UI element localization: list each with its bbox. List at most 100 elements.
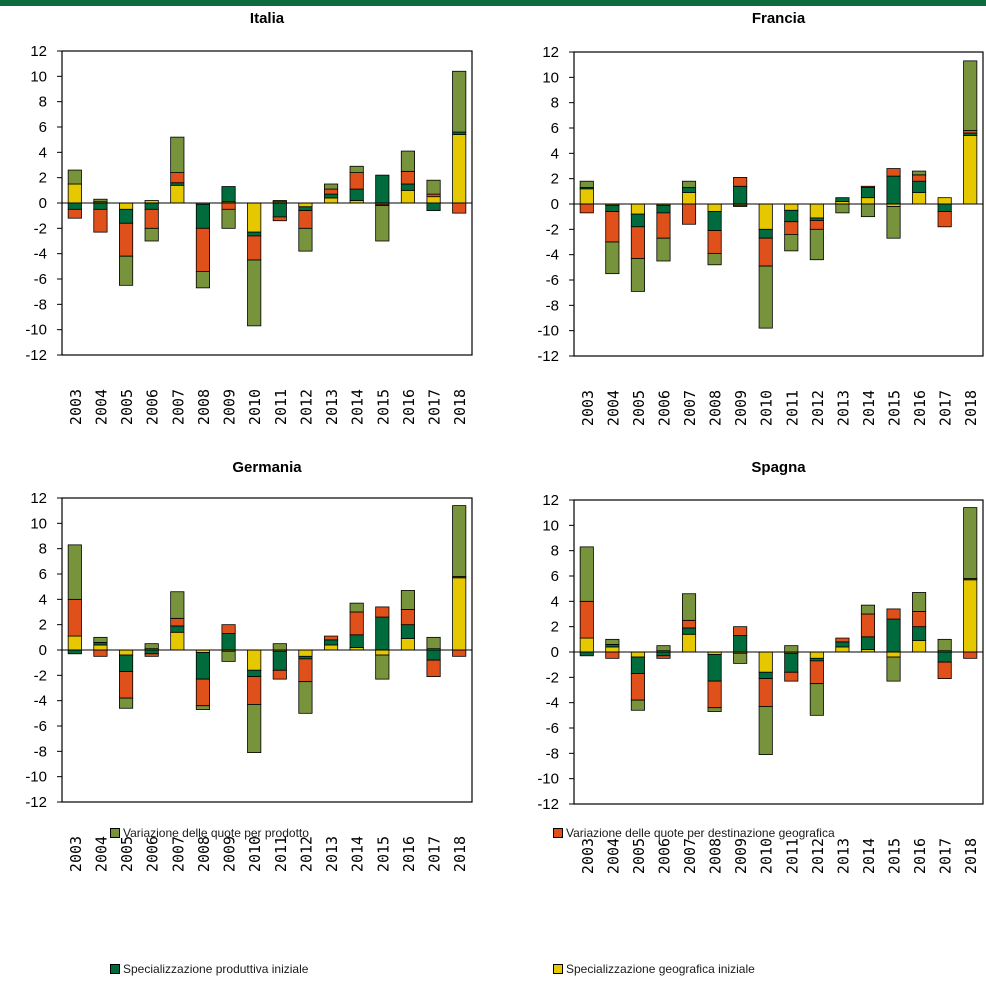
- y-tick-label: -12: [537, 348, 559, 365]
- bar-segment-prodotto: [221, 650, 236, 662]
- bar-segment-produttiva: [656, 651, 671, 657]
- bar-segment-destinazione: [579, 600, 594, 639]
- x-tick-label: 2010: [246, 389, 264, 425]
- bar-segment-produttiva: [681, 627, 697, 635]
- bar-segment-produttiva: [119, 208, 134, 224]
- bar-segment-prodotto: [707, 252, 722, 266]
- bar-segment-prodotto: [93, 636, 108, 643]
- bar-segment-destinazione: [784, 671, 799, 682]
- bar-segment-prodotto: [758, 265, 773, 329]
- x-tick-label: 2012: [809, 390, 827, 426]
- chart-panel-spagna: Spagna 12 10 8 6 4 2 0 -2 -4 -6 -8 -10 -12 2003 2004 200…: [537, 459, 984, 874]
- bar-segment-prodotto: [298, 227, 313, 252]
- bar-segment-geografica: [67, 635, 82, 651]
- bar-segment-produttiva: [221, 186, 236, 203]
- x-tick-label: 2004: [604, 838, 622, 874]
- x-tick-label: 2018: [451, 389, 469, 425]
- bar-segment-prodotto: [195, 705, 210, 710]
- bar-segment-destinazione: [452, 649, 467, 657]
- bar-segment-prodotto: [733, 652, 748, 664]
- y-tick-label: -8: [546, 297, 559, 314]
- x-tick-label: 2005: [118, 836, 136, 872]
- bar-segment-produttiva: [400, 624, 415, 640]
- bar-segment-destinazione: [67, 598, 82, 637]
- bar-segment-destinazione: [170, 617, 185, 627]
- bar-segment-destinazione: [656, 655, 671, 659]
- bar-segment-produttiva: [93, 202, 108, 210]
- y-tick-label: 10: [30, 68, 47, 85]
- bar-segment-produttiva: [400, 183, 415, 191]
- legend-label-destinazione: Variazione delle quote per destinazione …: [566, 826, 835, 840]
- x-tick-label: 2009: [221, 836, 239, 872]
- x-tick-label: 2014: [349, 836, 367, 872]
- bar-segment-prodotto: [272, 643, 287, 651]
- bar-segment-destinazione: [733, 626, 748, 636]
- bar-segment-destinazione: [912, 611, 927, 628]
- y-tick-label: 0: [39, 195, 47, 212]
- y-tick-label: -2: [546, 221, 559, 238]
- bar-segment-geografica: [605, 646, 620, 653]
- x-tick-label: 2012: [297, 836, 315, 872]
- bar-segment-geografica: [758, 203, 773, 230]
- bar-segment-destinazione: [67, 208, 82, 219]
- y-tick-label: 0: [551, 644, 559, 661]
- bar-segment-geografica: [681, 633, 697, 653]
- bar-segment-prodotto: [656, 237, 671, 262]
- bar-segment-geografica: [937, 197, 952, 205]
- bar-segment-produttiva: [937, 203, 952, 212]
- x-tick-label: 2003: [579, 838, 597, 874]
- legend-item-prodotto: Variazione delle quote per prodotto: [110, 826, 309, 840]
- bar-segment-geografica: [963, 579, 978, 653]
- y-tick-label: 2: [39, 617, 47, 634]
- bar-segment-prodotto: [400, 150, 415, 172]
- y-tick-label: 10: [542, 69, 559, 86]
- bar-segment-prodotto: [579, 180, 594, 188]
- bar-segment-geografica: [860, 197, 876, 205]
- bar-segment-geografica: [835, 646, 850, 653]
- bar-segment-prodotto: [630, 258, 645, 292]
- bar-segment-prodotto: [247, 704, 262, 754]
- x-tick-label: 2018: [451, 836, 469, 872]
- bar-segment-prodotto: [67, 544, 82, 600]
- bar-segment-destinazione: [860, 185, 876, 188]
- bar-segment-produttiva: [912, 626, 927, 642]
- bar-segment-geografica: [579, 637, 594, 653]
- x-tick-label: 2017: [426, 836, 444, 872]
- bar-segment-geografica: [426, 196, 441, 204]
- x-tick-label: 2014: [860, 390, 878, 426]
- bar-segment-produttiva: [912, 180, 927, 193]
- bar-segment-geografica: [912, 192, 927, 205]
- y-tick-label: -2: [34, 220, 47, 237]
- bar-segment-produttiva: [886, 175, 901, 205]
- y-tick-label: 12: [30, 490, 47, 507]
- bar-segment-destinazione: [349, 172, 364, 190]
- bar-segment-prodotto: [349, 165, 364, 173]
- x-tick-label: 2011: [272, 389, 290, 425]
- x-tick-label: 2010: [246, 836, 264, 872]
- bar-segment-geografica: [247, 202, 262, 233]
- x-tick-label: 2009: [732, 838, 750, 874]
- bar-segment-destinazione: [809, 660, 824, 685]
- legend-swatch-destinazione: [553, 828, 563, 838]
- legend-swatch-produttiva: [110, 964, 120, 974]
- bar-segment-produttiva: [784, 209, 799, 223]
- x-tick-label: 2014: [860, 838, 878, 874]
- bar-segment-prodotto: [93, 198, 108, 203]
- bar-segment-geografica: [784, 203, 799, 211]
- legend-swatch-geografica: [553, 964, 563, 974]
- chart-title: Germania: [232, 459, 302, 476]
- bar-segment-produttiva: [144, 202, 159, 210]
- bar-segment-produttiva: [860, 636, 876, 650]
- y-tick-label: -8: [546, 745, 559, 762]
- x-tick-label: 2005: [630, 390, 648, 426]
- bar-segment-prodotto: [375, 205, 390, 242]
- x-tick-label: 2008: [195, 389, 213, 425]
- bar-segment-prodotto: [426, 636, 441, 650]
- chart-panel-francia: Francia 12 10 8 6 4 2 0 -2 -4 -6 -8 -10 -12 2003 2004 20…: [537, 10, 984, 426]
- legend-swatch-prodotto: [110, 828, 120, 838]
- legend-label-produttiva: Specializzazione produttiva iniziale: [123, 962, 309, 976]
- x-tick-label: 2009: [732, 390, 750, 426]
- bar-segment-prodotto: [681, 593, 697, 621]
- y-tick-label: 0: [39, 642, 47, 659]
